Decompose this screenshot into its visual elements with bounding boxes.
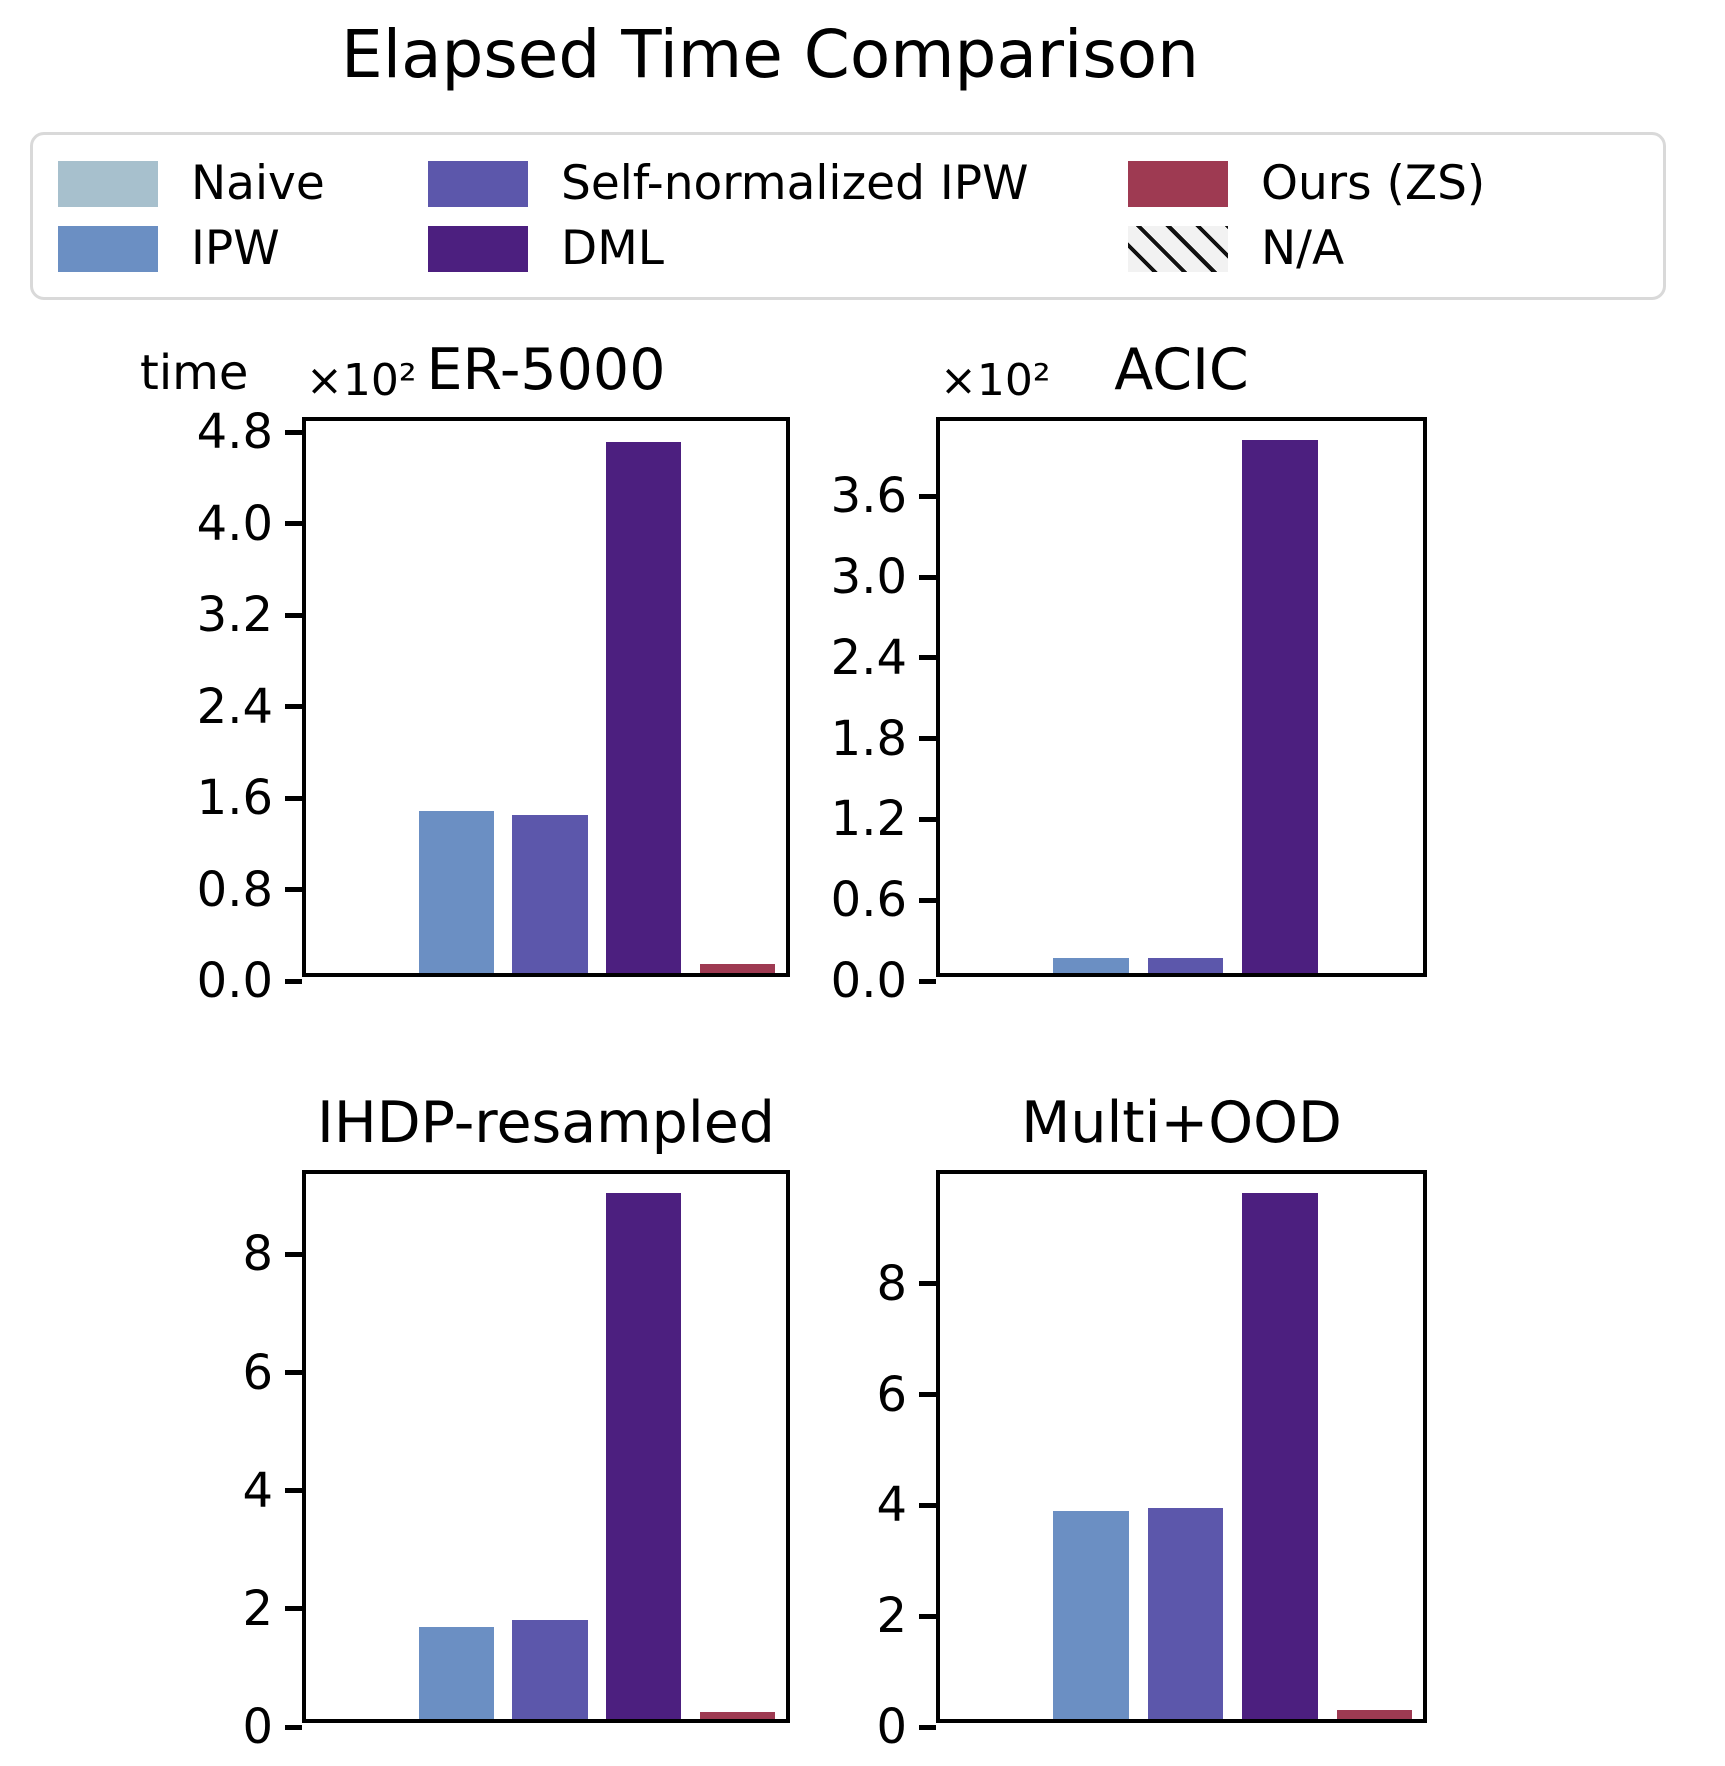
plot-area-acic: 0.0 0.6 1.2 1.8 2.4 3.0 3.6 xyxy=(831,417,1427,1009)
subplot-er-5000: time ×10² ER-5000 0.0 0.8 1.6 2.4 3.2 4.0 4.8 xyxy=(140,337,790,1009)
y-tick-mark xyxy=(919,1281,936,1287)
y-tick-mark xyxy=(285,795,302,801)
y-tick-label: 3.6 xyxy=(830,468,907,525)
y-tick-mark xyxy=(285,1251,302,1257)
y-tick-mark xyxy=(919,897,936,903)
y-tick-label: 8 xyxy=(242,1226,273,1283)
legend-box: Naive Self-normalized IPW Ours (ZS) IPW … xyxy=(30,132,1666,300)
bar-dml xyxy=(606,441,682,973)
y-tick-mark xyxy=(919,816,936,822)
legend-label-ipw: IPW xyxy=(191,221,280,276)
y-tick-label: 4.8 xyxy=(196,404,273,461)
legend-swatch-naive xyxy=(58,160,158,207)
y-tick-label: 1.2 xyxy=(830,791,907,848)
legend-swatch-na-hatch xyxy=(1128,225,1228,272)
legend-label-na: N/A xyxy=(1261,221,1345,276)
axis-offset-text: ×10² xyxy=(940,355,1051,406)
bar-ours-zs xyxy=(1336,1710,1413,1719)
y-tick-mark xyxy=(919,1502,936,1508)
bar-self-normalized-ipw xyxy=(1147,1508,1224,1719)
y-tick-mark xyxy=(285,1724,302,1730)
y-tick-mark xyxy=(919,1613,936,1619)
y-tick-label: 2.4 xyxy=(830,629,907,686)
y-tick-label: 0 xyxy=(242,1699,273,1755)
y-tick-label: 0.0 xyxy=(196,953,273,1009)
y-tick-label: 8 xyxy=(876,1255,907,1312)
y-tick-mark xyxy=(919,978,936,984)
y-tick-mark xyxy=(919,574,936,580)
legend-item-na: N/A xyxy=(1128,216,1663,281)
y-tick-label: 0.0 xyxy=(830,953,907,1009)
plot-area-ihdp-resampled: 0 2 4 6 8 xyxy=(242,1170,790,1755)
subplot-acic: ×10² ACIC 0.0 0.6 1.2 1.8 2.4 3.0 3.6 xyxy=(831,337,1427,1009)
subplot-title-multi-ood: Multi+OOD xyxy=(1021,1090,1342,1156)
y-tick-label: 6 xyxy=(242,1344,273,1401)
legend-swatch-self-normalized-ipw xyxy=(428,160,528,207)
subplot-ihdp-resampled: IHDP-resampled 0 2 4 6 8 xyxy=(242,1090,790,1755)
y-tick-mark xyxy=(285,978,302,984)
y-tick-label: 6 xyxy=(876,1366,907,1423)
legend-swatch-ipw xyxy=(58,225,158,272)
legend-swatch-dml xyxy=(428,225,528,272)
y-axis-label-time: time xyxy=(140,345,249,401)
y-tick-mark xyxy=(285,429,302,435)
y-tick-label: 1.6 xyxy=(196,770,273,827)
y-tick-label: 4 xyxy=(242,1462,273,1519)
figure-title: Elapsed Time Comparison xyxy=(341,16,1199,93)
bar-self-normalized-ipw xyxy=(1147,958,1224,973)
bar-dml xyxy=(606,1193,682,1719)
legend-swatch-ours-zs xyxy=(1128,160,1228,207)
legend-item-self-normalized-ipw: Self-normalized IPW xyxy=(428,151,1128,216)
legend-item-ours-zs: Ours (ZS) xyxy=(1128,151,1663,216)
y-tick-mark xyxy=(285,704,302,710)
y-tick-label: 2 xyxy=(876,1588,907,1645)
bar-ipw xyxy=(1053,1511,1129,1719)
y-tick-label: 4.0 xyxy=(196,495,273,552)
bar-self-normalized-ipw xyxy=(512,815,588,973)
legend-item-dml: DML xyxy=(428,216,1128,281)
bar-ipw xyxy=(1053,958,1129,973)
bar-self-normalized-ipw xyxy=(512,1619,588,1719)
y-tick-mark xyxy=(285,521,302,527)
y-tick-mark xyxy=(919,736,936,742)
subplot-title-acic: ACIC xyxy=(1114,337,1249,403)
bar-ours-zs xyxy=(700,1711,776,1719)
bar-dml xyxy=(1242,1192,1318,1719)
y-tick-mark xyxy=(285,612,302,618)
y-tick-label: 0 xyxy=(876,1699,907,1755)
y-tick-label: 0.8 xyxy=(196,861,273,918)
subplot-title-er-5000: ER-5000 xyxy=(426,337,666,403)
bar-dml xyxy=(1242,439,1318,973)
bar-ipw xyxy=(418,810,494,973)
y-tick-label: 3.2 xyxy=(196,587,273,644)
y-tick-mark xyxy=(919,1392,936,1398)
y-tick-mark xyxy=(285,1488,302,1494)
y-tick-mark xyxy=(285,1370,302,1375)
legend-label-ours-zs: Ours (ZS) xyxy=(1261,156,1486,211)
legend-label-self-normalized-ipw: Self-normalized IPW xyxy=(561,156,1029,211)
y-tick-mark xyxy=(919,655,936,661)
bar-ours-zs xyxy=(700,963,776,973)
legend-item-naive: Naive xyxy=(58,151,428,216)
y-tick-mark xyxy=(919,493,936,499)
y-tick-mark xyxy=(919,1724,936,1730)
plot-area-multi-ood: 0 2 4 6 8 xyxy=(876,1170,1427,1755)
subplot-title-ihdp-resampled: IHDP-resampled xyxy=(317,1090,775,1156)
legend-label-dml: DML xyxy=(561,221,664,276)
y-tick-mark xyxy=(285,1606,302,1612)
axis-offset-text: ×10² xyxy=(306,355,417,406)
subplot-multi-ood: Multi+OOD 0 2 4 6 8 xyxy=(876,1090,1427,1755)
y-tick-mark xyxy=(285,887,302,893)
bar-ipw xyxy=(418,1626,494,1719)
y-tick-label: 2.4 xyxy=(196,678,273,735)
plot-area-er-5000: 0.0 0.8 1.6 2.4 3.2 4.0 4.8 xyxy=(197,404,790,1009)
y-tick-label: 1.8 xyxy=(830,710,907,767)
y-tick-label: 4 xyxy=(876,1477,907,1534)
y-tick-label: 3.0 xyxy=(830,549,907,606)
y-tick-label: 0.6 xyxy=(830,872,907,929)
legend-item-ipw: IPW xyxy=(58,216,428,281)
legend-label-naive: Naive xyxy=(191,156,325,211)
y-tick-label: 2 xyxy=(242,1580,273,1637)
